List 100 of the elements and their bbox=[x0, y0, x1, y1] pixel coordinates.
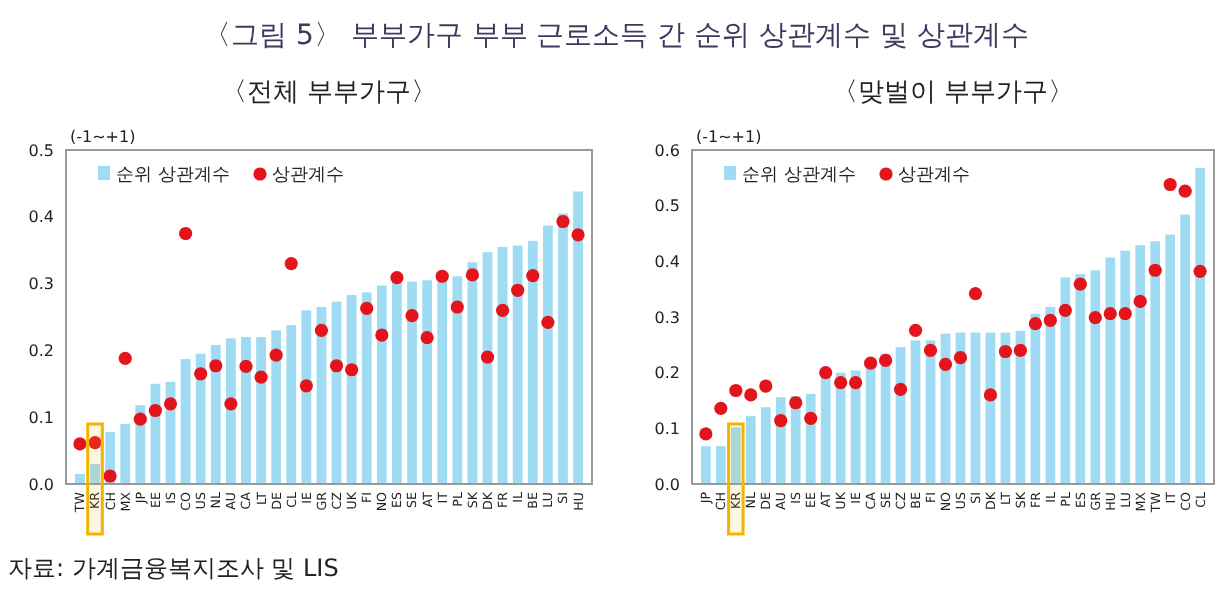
bar bbox=[527, 240, 538, 484]
point bbox=[360, 301, 374, 315]
point bbox=[254, 370, 268, 384]
point bbox=[1103, 307, 1117, 321]
legend-label: 상관계수 bbox=[898, 166, 970, 187]
point bbox=[314, 323, 329, 337]
point bbox=[1043, 313, 1057, 327]
bar bbox=[225, 338, 236, 484]
bar bbox=[1120, 250, 1131, 484]
point bbox=[983, 388, 998, 402]
point bbox=[834, 376, 848, 390]
point bbox=[953, 351, 968, 365]
bar bbox=[910, 340, 921, 484]
legend-label: 순위 상관계수 bbox=[742, 166, 856, 187]
chart-subtitle: 〈맞벌이 부부가구〉 bbox=[831, 78, 1075, 108]
point bbox=[774, 413, 788, 428]
point bbox=[541, 315, 555, 329]
point bbox=[893, 382, 908, 396]
point bbox=[864, 356, 878, 370]
bar bbox=[1195, 167, 1205, 484]
point bbox=[480, 350, 495, 364]
bar bbox=[241, 337, 251, 484]
y-tick-label: 0.3 bbox=[28, 275, 54, 294]
bar bbox=[256, 337, 266, 484]
y-tick-label: 0.4 bbox=[654, 252, 680, 271]
point bbox=[103, 469, 117, 483]
bar bbox=[1135, 245, 1146, 484]
y-axis-title: (-1~+1) bbox=[70, 128, 136, 146]
point bbox=[163, 397, 178, 411]
bar bbox=[422, 280, 433, 484]
point bbox=[1013, 343, 1027, 357]
bar bbox=[195, 353, 206, 484]
point bbox=[239, 359, 253, 374]
bar bbox=[1180, 214, 1191, 484]
point bbox=[1163, 177, 1177, 192]
y-tick-label: 0.1 bbox=[28, 408, 54, 427]
point bbox=[88, 435, 102, 450]
bar bbox=[180, 359, 191, 484]
point bbox=[571, 228, 585, 242]
point bbox=[998, 344, 1013, 359]
y-axis-title: (-1~+1) bbox=[696, 128, 762, 146]
y-tick-label: 0.0 bbox=[28, 475, 54, 494]
bar bbox=[286, 325, 297, 484]
bar bbox=[75, 473, 85, 484]
point bbox=[299, 379, 313, 393]
bar bbox=[437, 276, 448, 484]
bar bbox=[701, 446, 711, 484]
bar bbox=[1060, 277, 1071, 484]
point bbox=[269, 348, 283, 362]
chart-title: 〈그림 5〉 부부가구 부부 근로소득 간 순위 상관계수 및 상관계수 bbox=[203, 20, 1029, 52]
point bbox=[375, 328, 389, 342]
point bbox=[1073, 277, 1087, 291]
point bbox=[968, 287, 983, 301]
point bbox=[496, 303, 510, 317]
point bbox=[420, 331, 434, 345]
point bbox=[759, 379, 773, 393]
point bbox=[1193, 264, 1207, 278]
bar bbox=[558, 213, 568, 484]
point bbox=[450, 300, 464, 314]
point bbox=[345, 363, 359, 377]
point bbox=[804, 411, 818, 425]
bar bbox=[1090, 270, 1101, 484]
y-tick-label: 0.5 bbox=[28, 141, 54, 160]
point bbox=[729, 383, 743, 398]
point bbox=[789, 396, 803, 410]
bar bbox=[90, 463, 100, 484]
y-tick-label: 0.0 bbox=[654, 475, 680, 494]
point bbox=[699, 427, 713, 441]
point bbox=[908, 323, 923, 337]
y-tick-label: 0.1 bbox=[654, 419, 680, 438]
bar bbox=[820, 377, 831, 484]
bar bbox=[760, 407, 771, 484]
point bbox=[73, 437, 87, 451]
bar bbox=[452, 276, 463, 484]
point bbox=[714, 401, 728, 415]
point bbox=[879, 353, 893, 368]
point bbox=[938, 357, 953, 371]
y-tick-label: 0.2 bbox=[654, 364, 680, 383]
point bbox=[148, 403, 162, 418]
text: 자료: 가계금융복지조사 및 LIS bbox=[8, 554, 339, 582]
point bbox=[224, 397, 238, 411]
bar bbox=[970, 332, 981, 484]
point bbox=[435, 269, 449, 283]
bar bbox=[376, 285, 387, 484]
bar bbox=[1075, 274, 1086, 484]
point bbox=[1133, 294, 1147, 309]
point bbox=[405, 309, 419, 323]
point bbox=[1148, 263, 1162, 277]
y-tick-label: 0.4 bbox=[28, 208, 54, 227]
bar bbox=[730, 427, 741, 484]
point bbox=[194, 367, 208, 381]
point bbox=[118, 351, 132, 366]
point bbox=[284, 256, 298, 271]
bar bbox=[271, 330, 282, 484]
y-tick-label: 0.6 bbox=[654, 141, 680, 160]
point bbox=[390, 270, 404, 285]
point bbox=[1058, 303, 1072, 317]
bar bbox=[497, 246, 508, 484]
point bbox=[329, 359, 344, 373]
point bbox=[923, 343, 938, 357]
